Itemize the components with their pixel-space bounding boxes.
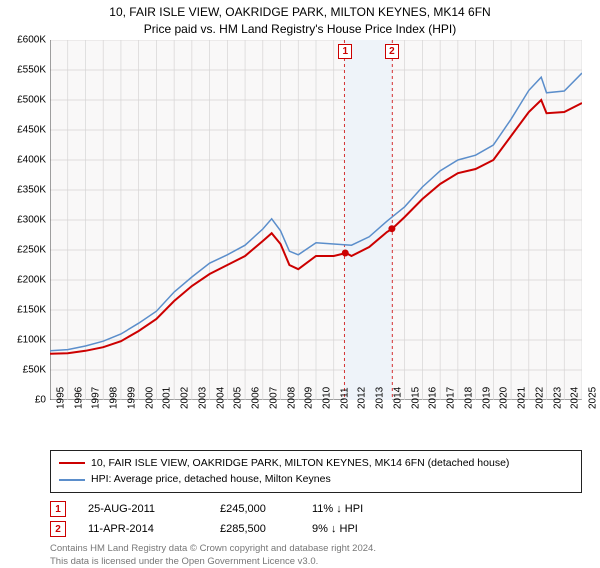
legend-item: HPI: Average price, detached house, Milt…: [59, 471, 573, 488]
x-tick-label: 2023: [552, 386, 563, 408]
x-tick-label: 2008: [286, 386, 297, 408]
y-tick-label: £150K: [17, 304, 46, 315]
transaction-price: £245,000: [220, 503, 290, 515]
chart-title: 10, FAIR ISLE VIEW, OAKRIDGE PARK, MILTO…: [0, 0, 600, 40]
x-tick-label: 2009: [304, 386, 315, 408]
x-tick-label: 1997: [91, 386, 102, 408]
footnote-line-1: Contains HM Land Registry data © Crown c…: [50, 543, 582, 555]
x-tick-label: 2010: [322, 386, 333, 408]
x-tick-label: 2001: [162, 386, 173, 408]
y-tick-label: £250K: [17, 244, 46, 255]
x-tick-label: 2000: [144, 386, 155, 408]
transaction-diff: 9% ↓ HPI: [312, 523, 402, 535]
y-tick-label: £50K: [23, 364, 46, 375]
title-line-2: Price paid vs. HM Land Registry's House …: [0, 21, 600, 38]
x-tick-label: 1995: [56, 386, 67, 408]
legend-swatch: [59, 479, 85, 481]
sale-marker-label: 2: [385, 44, 399, 59]
chart-area: 12 £0£50K£100K£150K£200K£250K£300K£350K£…: [50, 40, 582, 420]
y-tick-label: £550K: [17, 64, 46, 75]
y-tick-label: £200K: [17, 274, 46, 285]
y-tick-label: £600K: [17, 34, 46, 45]
transaction-badge: 2: [50, 521, 66, 537]
legend-label: 10, FAIR ISLE VIEW, OAKRIDGE PARK, MILTO…: [91, 455, 509, 472]
x-tick-label: 2014: [392, 386, 403, 408]
y-tick-label: £100K: [17, 334, 46, 345]
x-tick-label: 2004: [215, 386, 226, 408]
x-axis: 1995199619971998199920002001200220032004…: [50, 400, 582, 420]
y-axis: £0£50K£100K£150K£200K£250K£300K£350K£400…: [0, 40, 48, 400]
x-tick-label: 2011: [339, 387, 350, 409]
y-tick-label: £400K: [17, 154, 46, 165]
y-tick-label: £450K: [17, 124, 46, 135]
x-tick-label: 2016: [428, 386, 439, 408]
x-tick-label: 2024: [570, 386, 581, 408]
transaction-date: 25-AUG-2011: [88, 503, 198, 515]
footnote: Contains HM Land Registry data © Crown c…: [50, 543, 582, 568]
legend: 10, FAIR ISLE VIEW, OAKRIDGE PARK, MILTO…: [50, 450, 582, 494]
x-tick-label: 2019: [481, 386, 492, 408]
x-tick-label: 1998: [109, 386, 120, 408]
x-tick-label: 2018: [463, 386, 474, 408]
x-tick-label: 2012: [357, 386, 368, 408]
x-tick-label: 2003: [197, 386, 208, 408]
x-tick-label: 2006: [251, 386, 262, 408]
y-tick-label: £350K: [17, 184, 46, 195]
title-line-1: 10, FAIR ISLE VIEW, OAKRIDGE PARK, MILTO…: [0, 4, 600, 21]
sale-marker-label: 1: [338, 44, 352, 59]
x-tick-label: 2013: [375, 386, 386, 408]
x-tick-label: 2022: [534, 386, 545, 408]
y-tick-label: £300K: [17, 214, 46, 225]
x-tick-label: 2025: [588, 386, 599, 408]
transaction-diff: 11% ↓ HPI: [312, 503, 402, 515]
legend-label: HPI: Average price, detached house, Milt…: [91, 471, 331, 488]
legend-item: 10, FAIR ISLE VIEW, OAKRIDGE PARK, MILTO…: [59, 455, 573, 472]
x-tick-label: 1996: [73, 386, 84, 408]
x-tick-label: 2007: [268, 386, 279, 408]
legend-swatch: [59, 462, 85, 464]
x-tick-label: 1999: [126, 386, 137, 408]
transaction-price: £285,500: [220, 523, 290, 535]
transaction-badge: 1: [50, 501, 66, 517]
y-tick-label: £0: [35, 394, 46, 405]
transaction-date: 11-APR-2014: [88, 523, 198, 535]
footnote-line-2: This data is licensed under the Open Gov…: [50, 556, 582, 568]
x-tick-label: 2002: [180, 386, 191, 408]
x-tick-label: 2017: [446, 386, 457, 408]
plot-svg: [50, 40, 582, 400]
x-tick-label: 2005: [233, 386, 244, 408]
transaction-row: 1 25-AUG-2011 £245,000 11% ↓ HPI: [50, 499, 582, 519]
x-tick-label: 2020: [499, 386, 510, 408]
x-tick-label: 2015: [410, 386, 421, 408]
y-tick-label: £500K: [17, 94, 46, 105]
x-tick-label: 2021: [517, 386, 528, 408]
transactions-table: 1 25-AUG-2011 £245,000 11% ↓ HPI 2 11-APR-201…: [50, 499, 582, 539]
transaction-row: 2 11-APR-2014 £285,500 9% ↓ HPI: [50, 519, 582, 539]
